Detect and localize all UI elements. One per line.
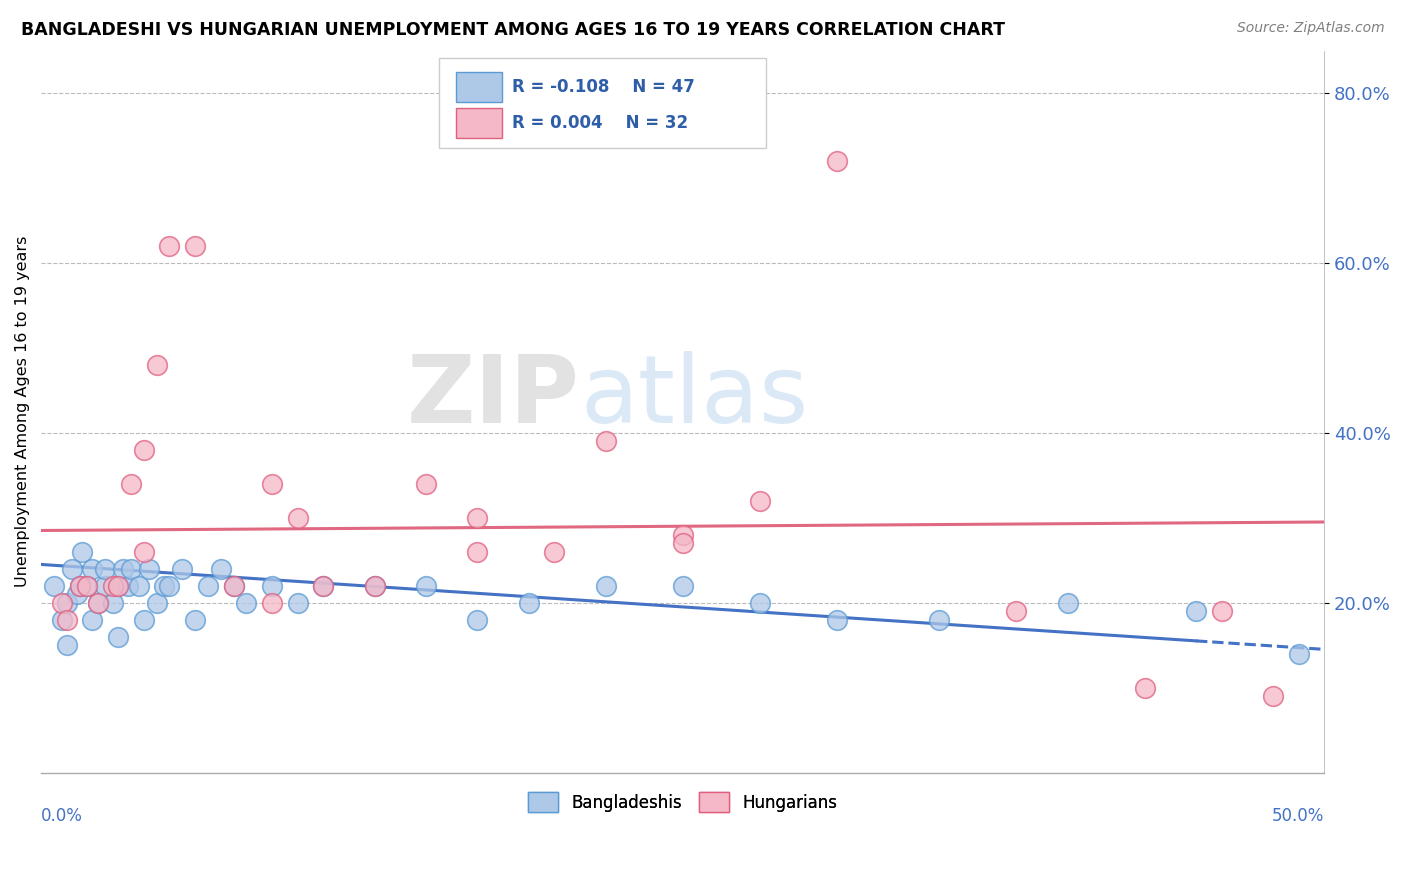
Point: [672, 579, 695, 593]
Point: [467, 545, 489, 559]
Point: [76, 579, 98, 593]
Point: [69, 579, 91, 593]
Point: [86, 596, 108, 610]
Text: 50.0%: 50.0%: [1272, 807, 1324, 825]
Point: [467, 510, 489, 524]
Point: [51, 596, 73, 610]
Point: [415, 476, 437, 491]
Point: [60, 562, 83, 576]
Point: [415, 579, 437, 593]
FancyBboxPatch shape: [456, 108, 502, 138]
Y-axis label: Unemployment Among Ages 16 to 19 years: Unemployment Among Ages 16 to 19 years: [15, 235, 30, 587]
Point: [262, 476, 284, 491]
Text: ZIP: ZIP: [408, 351, 581, 443]
Point: [82, 613, 104, 627]
Point: [145, 358, 167, 372]
Point: [86, 596, 108, 610]
Point: [94, 562, 117, 576]
Point: [209, 562, 232, 576]
Point: [112, 562, 135, 576]
Point: [748, 596, 770, 610]
Point: [70, 545, 93, 559]
Text: 0.0%: 0.0%: [41, 807, 83, 825]
Point: [145, 596, 167, 610]
Point: [117, 579, 139, 593]
Point: [364, 579, 387, 593]
Point: [76, 579, 98, 593]
Point: [262, 596, 284, 610]
Point: [748, 493, 770, 508]
Point: [159, 579, 181, 593]
Point: [101, 579, 124, 593]
Point: [672, 536, 695, 550]
Point: [517, 596, 540, 610]
Point: [287, 596, 309, 610]
Point: [825, 154, 848, 169]
Point: [55, 596, 77, 610]
Point: [928, 613, 950, 627]
Point: [1185, 604, 1208, 618]
Point: [543, 545, 565, 559]
Point: [312, 579, 335, 593]
Text: R = -0.108    N = 47: R = -0.108 N = 47: [512, 78, 695, 95]
Point: [1005, 604, 1028, 618]
Point: [69, 579, 91, 593]
Point: [94, 579, 117, 593]
Point: [172, 562, 194, 576]
Point: [595, 579, 617, 593]
Point: [101, 596, 124, 610]
Point: [1056, 596, 1078, 610]
Text: atlas: atlas: [581, 351, 808, 443]
FancyBboxPatch shape: [456, 71, 502, 102]
Point: [1288, 647, 1310, 661]
Point: [82, 562, 104, 576]
Point: [128, 579, 150, 593]
Point: [51, 613, 73, 627]
Point: [107, 579, 129, 593]
Text: R = 0.004    N = 32: R = 0.004 N = 32: [512, 114, 688, 132]
Text: BANGLADESHI VS HUNGARIAN UNEMPLOYMENT AMONG AGES 16 TO 19 YEARS CORRELATION CHAR: BANGLADESHI VS HUNGARIAN UNEMPLOYMENT AM…: [21, 21, 1005, 38]
Point: [184, 613, 207, 627]
Point: [120, 562, 142, 576]
Point: [595, 434, 617, 449]
Point: [132, 545, 155, 559]
Point: [222, 579, 245, 593]
Point: [107, 630, 129, 644]
Point: [120, 476, 142, 491]
Point: [42, 579, 65, 593]
Point: [825, 613, 848, 627]
Legend: Bangladeshis, Hungarians: Bangladeshis, Hungarians: [522, 786, 844, 818]
Point: [197, 579, 219, 593]
Point: [55, 613, 77, 627]
Point: [159, 239, 181, 253]
Point: [66, 587, 89, 601]
Point: [467, 613, 489, 627]
Point: [222, 579, 245, 593]
Point: [132, 613, 155, 627]
Point: [287, 510, 309, 524]
Point: [55, 638, 77, 652]
Point: [312, 579, 335, 593]
Point: [364, 579, 387, 593]
Point: [262, 579, 284, 593]
Point: [672, 527, 695, 541]
Point: [235, 596, 257, 610]
Point: [1133, 681, 1156, 695]
Point: [138, 562, 160, 576]
Point: [107, 579, 129, 593]
Point: [132, 442, 155, 457]
FancyBboxPatch shape: [439, 58, 766, 148]
Text: Source: ZipAtlas.com: Source: ZipAtlas.com: [1237, 21, 1385, 35]
Point: [153, 579, 176, 593]
Point: [184, 239, 207, 253]
Point: [1211, 604, 1233, 618]
Point: [1261, 689, 1284, 703]
